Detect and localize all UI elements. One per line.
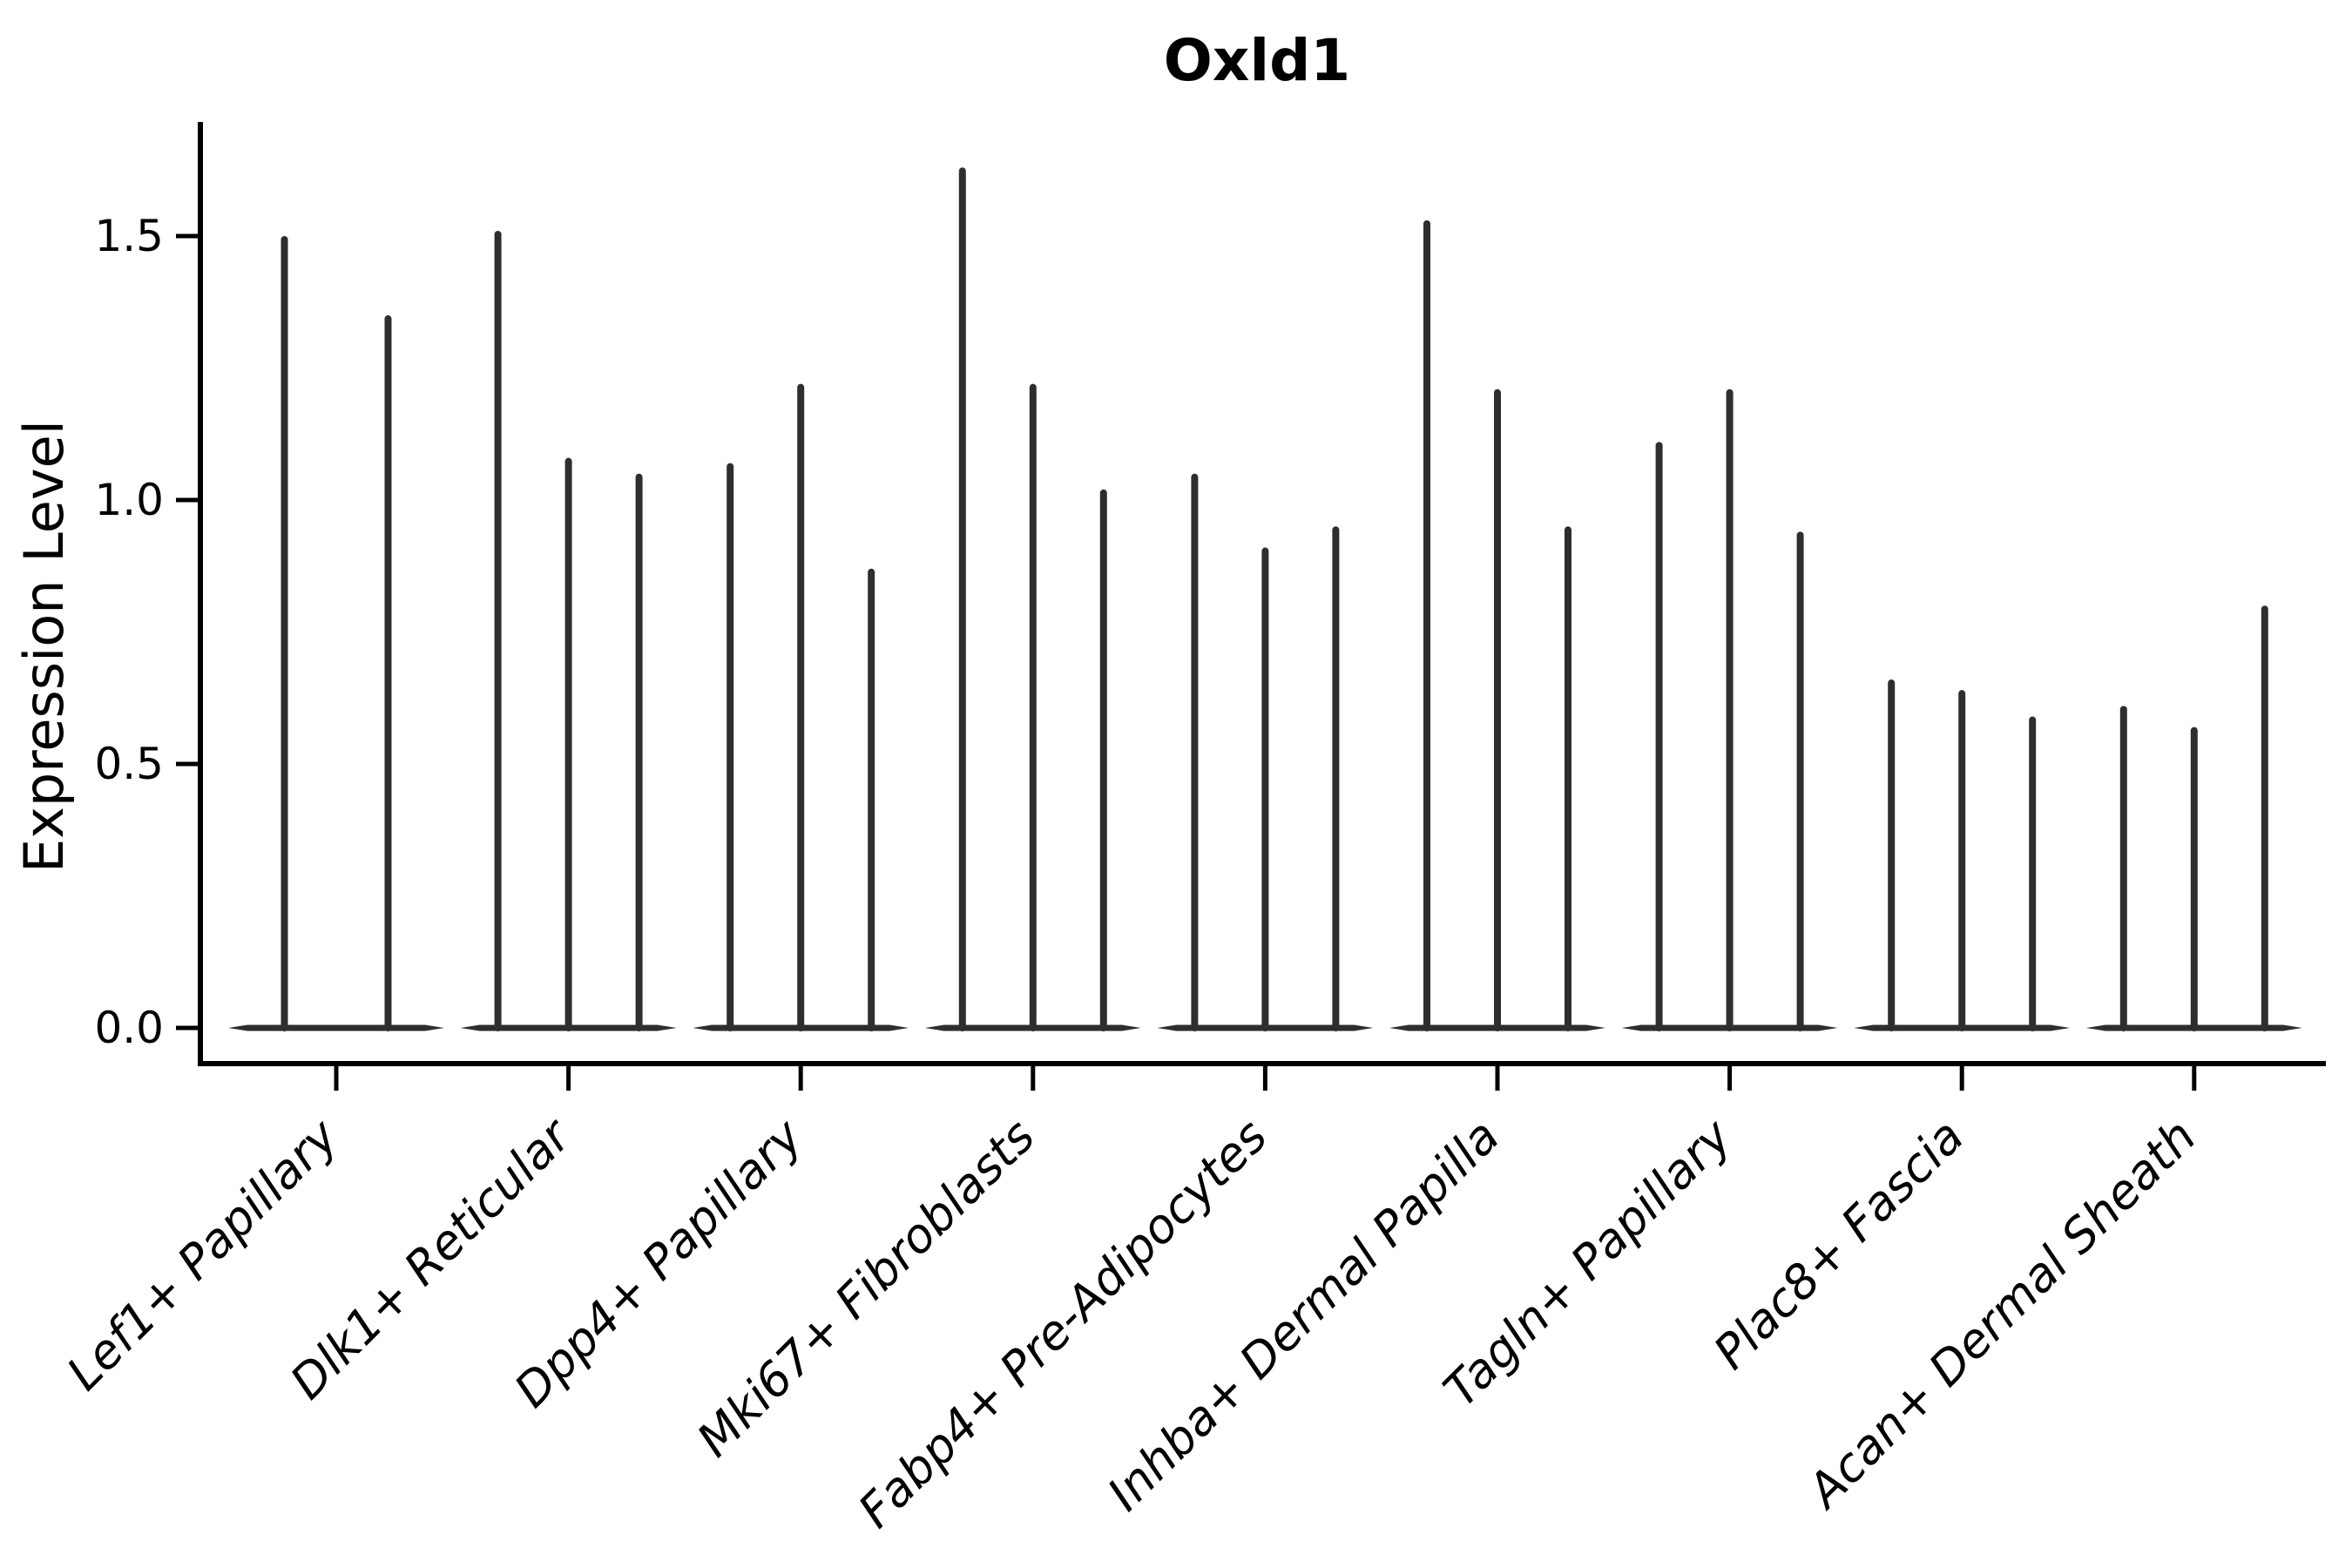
violin-spike xyxy=(1494,389,1501,1031)
violin-spike xyxy=(1655,442,1663,1032)
violin-spike xyxy=(564,457,572,1031)
y-tick-label: 1.0 xyxy=(94,475,164,525)
violin-spike xyxy=(1958,690,1966,1031)
violin-group xyxy=(1854,679,2071,1031)
violin-group xyxy=(1157,473,1374,1031)
violin-spike xyxy=(1191,473,1199,1031)
violin-group xyxy=(1389,220,1605,1031)
violin-group xyxy=(924,167,1141,1032)
x-tick-label: Fabp4+ Pre-Adipocytes xyxy=(848,1109,1277,1538)
violin-base xyxy=(228,1024,444,1031)
violin-spike xyxy=(1726,389,1734,1031)
violin-spike xyxy=(1888,679,1896,1031)
y-tick-label: 0.5 xyxy=(94,739,164,789)
y-tick-label: 0.0 xyxy=(94,1003,164,1053)
violin-spike xyxy=(494,230,502,1031)
violin-spike xyxy=(2029,716,2037,1031)
x-tick-label: Plac8+ Fascia xyxy=(1703,1109,1974,1380)
y-ticks: 0.0 0.5 1.0 1.5 xyxy=(94,211,200,1053)
violin-spike xyxy=(2261,605,2268,1031)
violin-spike xyxy=(797,383,805,1031)
violin-spike xyxy=(1565,526,1571,1031)
y-axis-label: Expression Level xyxy=(12,420,76,873)
violin-spike xyxy=(2119,706,2127,1031)
violin-spike xyxy=(1796,531,1804,1031)
violins xyxy=(228,167,2302,1032)
violin-spike xyxy=(1261,547,1269,1031)
violin-spike xyxy=(280,236,288,1031)
chart-title: Oxld1 xyxy=(1164,27,1350,94)
violin-group xyxy=(228,236,444,1031)
violin-spike xyxy=(384,314,392,1031)
violin-spike xyxy=(727,463,734,1031)
violin-spike xyxy=(868,568,875,1031)
violin-spike xyxy=(1029,383,1037,1031)
violin-spike xyxy=(1099,489,1107,1031)
violin-group xyxy=(2085,605,2302,1031)
violin-group xyxy=(1621,389,1838,1032)
x-tick-label: Acan+ Dermal Sheath xyxy=(1795,1109,2207,1520)
violin-group xyxy=(693,383,909,1031)
violin-spike xyxy=(958,167,966,1032)
violin-spike xyxy=(1423,220,1430,1031)
violin-spike xyxy=(1332,526,1340,1031)
violin-group xyxy=(460,230,677,1031)
violin-spike xyxy=(2190,727,2198,1031)
x-tick-label: Inhba+ Dermal Papilla xyxy=(1097,1109,1510,1522)
y-tick-label: 1.5 xyxy=(94,211,164,261)
violin-spike xyxy=(635,473,643,1031)
